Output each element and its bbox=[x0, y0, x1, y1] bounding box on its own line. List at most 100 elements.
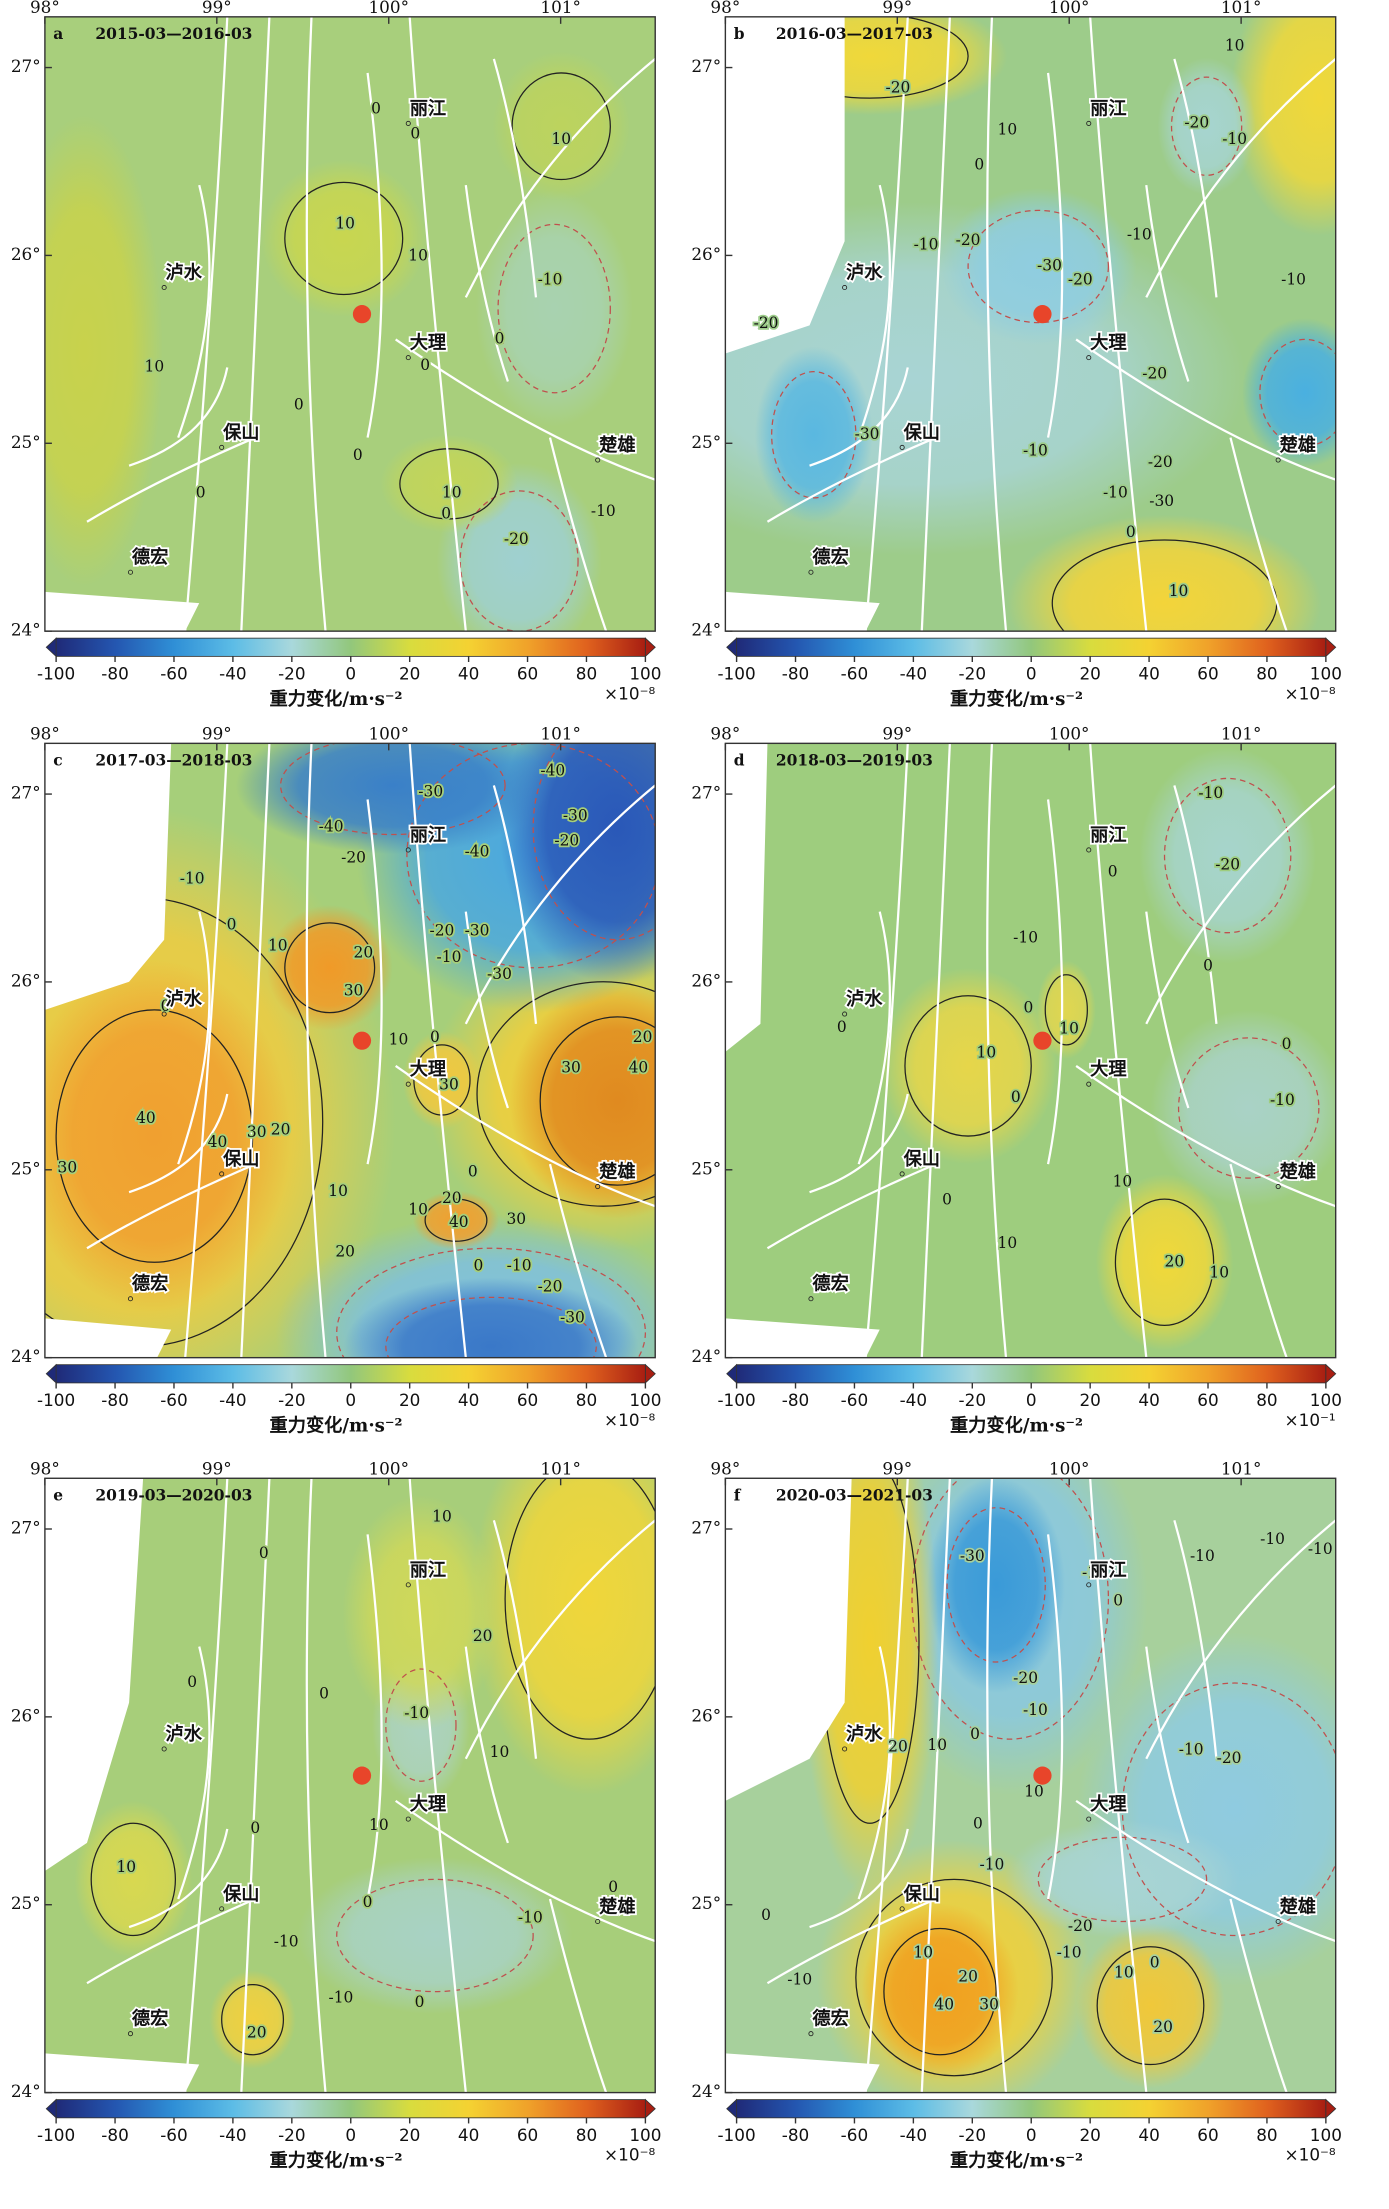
fault-line bbox=[395, 1799, 656, 1943]
fault-line bbox=[366, 799, 383, 1165]
colorbar-unit: ×10⁻⁸ bbox=[1285, 683, 1336, 703]
city-marker bbox=[405, 355, 411, 361]
contour-label: 20 bbox=[1153, 2018, 1173, 2036]
map-frame bbox=[44, 742, 656, 1359]
anomaly-area bbox=[509, 983, 656, 1219]
contour-label: -10 bbox=[1179, 1740, 1204, 1758]
map-area bbox=[725, 16, 1336, 632]
contour-label: 30 bbox=[561, 1059, 581, 1077]
contour-label: -30 bbox=[855, 425, 880, 443]
outside-area bbox=[725, 743, 880, 1358]
city-label: 德宏 bbox=[132, 2008, 168, 2030]
colorbar-tick-label: -40 bbox=[900, 2125, 928, 2145]
epicenter bbox=[352, 1766, 372, 1785]
contour-label: 40 bbox=[934, 1996, 954, 2014]
city-label: 丽江 bbox=[1090, 1560, 1126, 1581]
fault-line bbox=[395, 338, 656, 481]
fault-line bbox=[766, 1898, 937, 1985]
panel-letter: e bbox=[53, 1487, 63, 1505]
city-marker bbox=[1086, 1081, 1092, 1087]
city-label: 大理 bbox=[1090, 1793, 1126, 1815]
fault-line bbox=[1145, 184, 1190, 382]
city-marker bbox=[127, 1296, 134, 1302]
fault-line bbox=[240, 743, 271, 1358]
fault-line bbox=[240, 16, 271, 632]
fault-line bbox=[408, 16, 467, 632]
city-label: 丽江 bbox=[1090, 825, 1126, 846]
contour-label: 0 bbox=[474, 1256, 484, 1274]
fault-line bbox=[766, 436, 937, 523]
colorbar-tick-label: 80 bbox=[576, 664, 597, 684]
contour-label: -10 bbox=[1057, 1944, 1082, 1962]
colorbar-max-arrow bbox=[644, 1363, 656, 1384]
contour-label: 0 bbox=[371, 99, 381, 117]
contour-label: 20 bbox=[271, 1120, 291, 1138]
contour-line bbox=[284, 181, 404, 296]
city-label: 保山 bbox=[222, 1883, 259, 1905]
contour-label: 0 bbox=[1024, 998, 1034, 1016]
fault-line bbox=[86, 436, 256, 523]
x-tick-label: 100° bbox=[1049, 1458, 1090, 1478]
fault-line bbox=[766, 1163, 937, 1250]
city-label: 丽江 bbox=[410, 98, 446, 119]
city-label: 大理 bbox=[1090, 1058, 1126, 1080]
fault-line bbox=[464, 184, 509, 382]
colorbar-tick-label: 0 bbox=[345, 2125, 356, 2145]
city-marker bbox=[1275, 457, 1281, 463]
city-label: 大理 bbox=[1090, 332, 1126, 354]
city-marker bbox=[219, 1171, 225, 1177]
contour-line-negative bbox=[336, 1247, 646, 1358]
contour-label: 0 bbox=[837, 1018, 847, 1036]
anomaly-area bbox=[879, 967, 1057, 1165]
contour-label: -40 bbox=[540, 761, 565, 779]
fault-line bbox=[1089, 16, 1148, 632]
fault-line bbox=[1145, 58, 1336, 298]
epicenter bbox=[352, 1031, 372, 1050]
anomaly-area bbox=[927, 1478, 1065, 1693]
fault-line bbox=[864, 743, 909, 1358]
contour-label: 0 bbox=[353, 446, 363, 464]
colorbar-tick-label: 100 bbox=[1310, 664, 1342, 684]
contour-line bbox=[90, 1822, 177, 1937]
city-label: 泸水 bbox=[846, 1723, 883, 1745]
colorbar-tick-label: -20 bbox=[959, 2125, 987, 2145]
colorbar-max-arrow bbox=[1325, 2098, 1337, 2119]
colorbar-tick-label: -100 bbox=[37, 2125, 75, 2145]
contour-label: -20 bbox=[504, 530, 529, 548]
colorbar-tick-label: 80 bbox=[1256, 664, 1277, 684]
contour-label: -10 bbox=[1082, 1564, 1107, 1582]
fault-line bbox=[920, 743, 951, 1358]
contour-line-negative bbox=[280, 743, 506, 836]
contour-label: 0 bbox=[227, 916, 237, 934]
contour-label: 40 bbox=[136, 1109, 156, 1127]
x-tick-label: 101° bbox=[540, 0, 581, 17]
colorbar-tick-label: -80 bbox=[782, 2125, 810, 2145]
colorbar-tick-label: -100 bbox=[37, 664, 75, 684]
contour-label: 0 bbox=[187, 1673, 197, 1691]
city-label: 德宏 bbox=[812, 1273, 848, 1295]
city-marker bbox=[161, 284, 167, 291]
contour-label: -10 bbox=[437, 948, 462, 966]
city-marker bbox=[595, 1184, 601, 1190]
epicenter bbox=[1033, 305, 1052, 324]
panel-period: 2019-03—2020-03 bbox=[95, 1487, 252, 1505]
contour-label: -20 bbox=[430, 921, 455, 939]
x-tick-label: 101° bbox=[1221, 1458, 1262, 1478]
x-tick-label: 98° bbox=[710, 723, 740, 743]
contour-label: 0 bbox=[196, 484, 206, 502]
fault-line bbox=[809, 367, 909, 467]
city-label: 德宏 bbox=[132, 546, 168, 568]
colorbar-tick-label: -100 bbox=[717, 2125, 755, 2145]
x-tick-label: 101° bbox=[540, 723, 581, 743]
anomaly-area bbox=[44, 115, 163, 587]
contour-label: -10 bbox=[1023, 442, 1048, 460]
colorbar-tick-label: 40 bbox=[458, 664, 479, 684]
y-tick-label: 26° bbox=[11, 1705, 41, 1725]
fault-line bbox=[395, 1065, 656, 1208]
colorbar-tick-label: 20 bbox=[399, 1390, 420, 1410]
colorbar-title: 重力变化/m·s⁻² bbox=[270, 1414, 403, 1436]
contour-line bbox=[539, 1016, 656, 1186]
city-label: 泸水 bbox=[846, 988, 883, 1010]
colorbar-tick-label: 60 bbox=[1197, 664, 1218, 684]
x-tick-label: 99° bbox=[202, 0, 232, 17]
